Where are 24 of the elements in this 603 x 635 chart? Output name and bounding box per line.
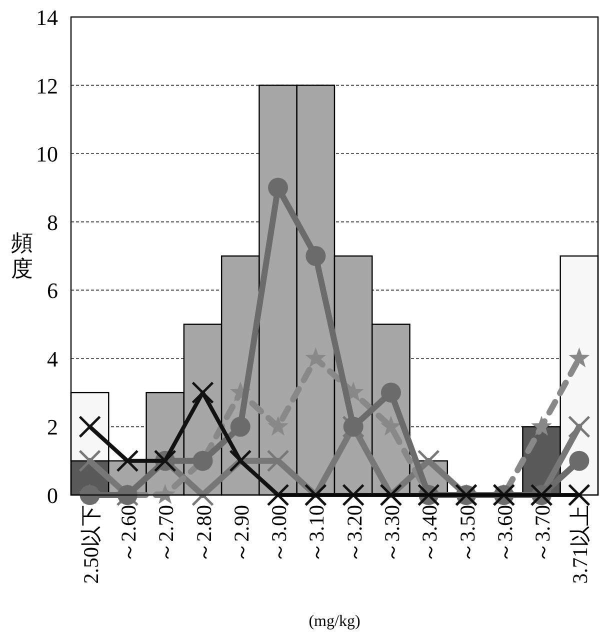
x-tick-label: ～3.00 bbox=[267, 505, 292, 563]
y-tick-label: 12 bbox=[36, 73, 58, 98]
y-tick-label: 8 bbox=[47, 210, 58, 235]
y-tick-label: 4 bbox=[47, 346, 58, 372]
y-tick-label: 0 bbox=[47, 483, 58, 508]
x-axis-title: (mg/kg) bbox=[308, 613, 360, 630]
y-tick-label: 2 bbox=[47, 414, 58, 440]
x-tick-label: ～3.20 bbox=[342, 505, 366, 563]
x-tick-label: ～2.80 bbox=[192, 505, 216, 563]
y-tick-label: 14 bbox=[36, 5, 58, 30]
y-tick-label: 10 bbox=[36, 142, 58, 167]
x-tick-label: 2.50以下 bbox=[78, 505, 103, 584]
x-tick-label: ～2.70 bbox=[154, 505, 178, 563]
x-tick-label: ～3.70 bbox=[530, 505, 555, 563]
x-tick-label: ～2.90 bbox=[229, 505, 254, 563]
x-tick-label: ～2.60 bbox=[116, 505, 140, 563]
x-tick-label: ～3.10 bbox=[304, 505, 329, 563]
x-tick-label: ～3.50 bbox=[455, 505, 480, 563]
x-tick-label: ～3.40 bbox=[418, 505, 442, 563]
x-tick-label: ～3.60 bbox=[492, 505, 517, 563]
y-tick-label: 6 bbox=[47, 278, 58, 304]
x-tick-label: ～3.30 bbox=[380, 505, 404, 563]
y-axis-title: 頻度 bbox=[11, 230, 33, 281]
x-tick-label: 3.71以上 bbox=[568, 505, 592, 584]
